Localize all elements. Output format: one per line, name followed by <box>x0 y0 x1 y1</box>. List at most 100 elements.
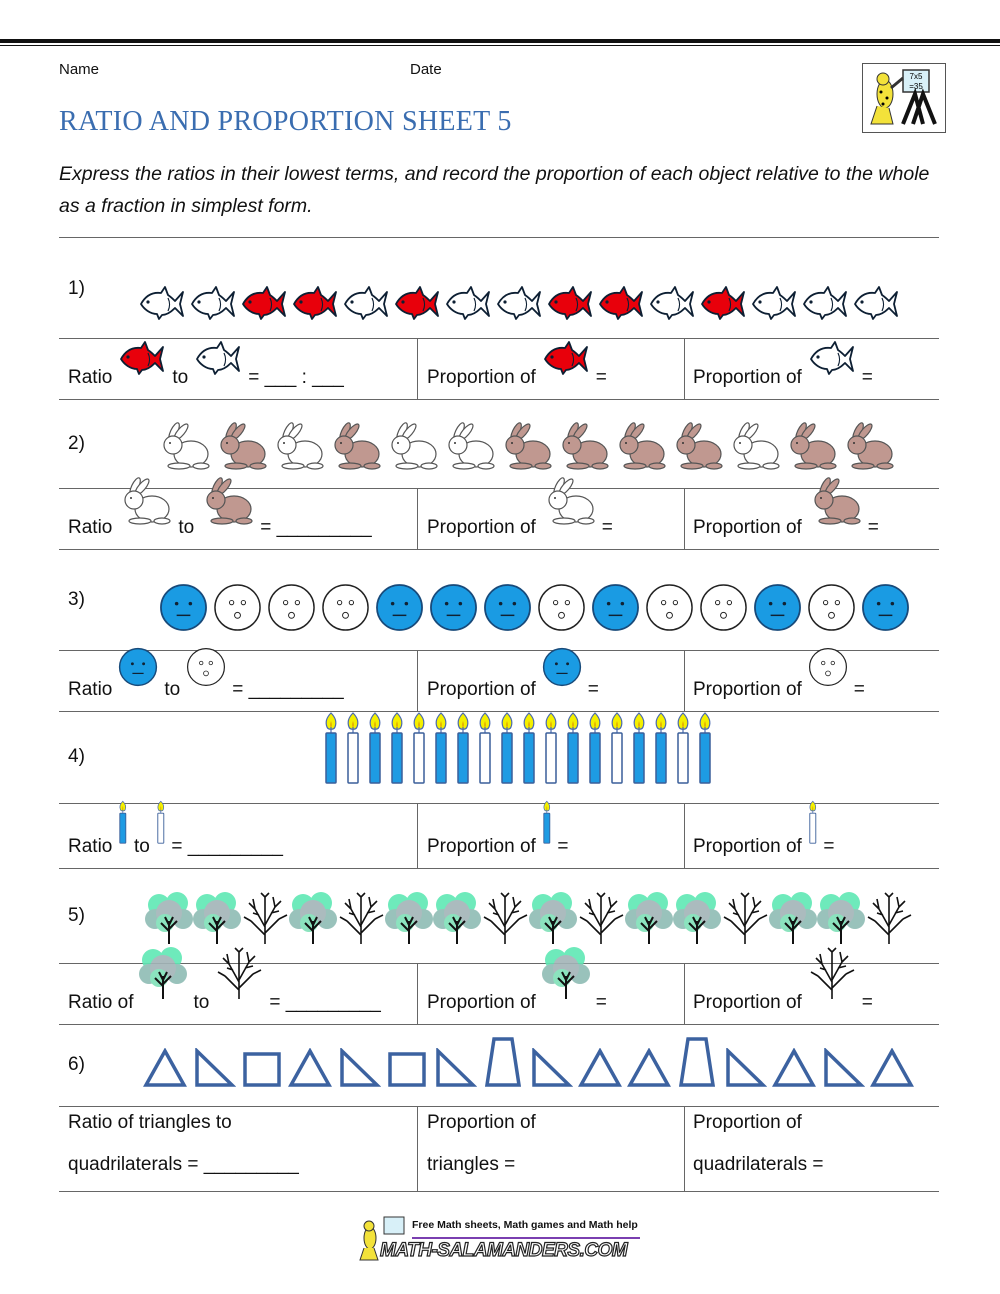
footer-tagline: Free Math sheets, Math games and Math he… <box>412 1219 638 1231</box>
equals-answer[interactable]: = <box>587 679 599 700</box>
column-divider <box>417 803 418 868</box>
white-rabbit-icon <box>442 422 496 470</box>
bare-tree-icon <box>241 891 289 945</box>
object-row <box>145 868 913 945</box>
green-tree-icon <box>433 891 481 945</box>
ratio-cell: Ratio of to = _________ <box>68 947 413 1014</box>
proportion-cell-2: Proportion of = <box>693 338 938 389</box>
white-fish-icon <box>808 341 856 381</box>
brown-rabbit-icon <box>808 477 862 531</box>
white-face-icon <box>321 583 370 632</box>
ratio-answer-blank[interactable]: = _________ <box>232 679 344 700</box>
ratio-answer-blank[interactable]: = _________ <box>260 517 372 538</box>
svg-text:7x5: 7x5 <box>910 72 923 81</box>
proportion-cell-2: Proportion of = <box>693 477 938 539</box>
blue-candle-icon <box>118 800 128 850</box>
white-face-icon <box>808 647 848 693</box>
white-face-icon <box>537 583 586 632</box>
red-fish-icon <box>699 286 747 320</box>
equals-answer[interactable]: = <box>853 679 865 700</box>
question-number: 3) <box>68 588 85 610</box>
bare-tree-icon <box>337 891 385 945</box>
white-rabbit-icon <box>727 422 781 470</box>
divider <box>59 650 939 651</box>
green-tree-icon <box>289 891 337 945</box>
green-tree-icon <box>673 891 721 945</box>
white-face-icon <box>213 583 262 632</box>
proportion-triangles-line2[interactable]: triangles = <box>427 1154 516 1175</box>
equals-answer[interactable]: = <box>601 517 613 538</box>
blue-face-icon <box>591 583 640 632</box>
ratio-answer-blank[interactable]: = _________ <box>269 992 381 1013</box>
white-face-icon <box>807 583 856 632</box>
ratio-answer-blank[interactable]: = ___ : ___ <box>248 367 344 388</box>
svg-text:=35: =35 <box>909 82 923 91</box>
equals-answer[interactable]: = <box>861 992 873 1013</box>
proportion-cell-2: Proportion of = <box>693 647 938 701</box>
equals-answer[interactable]: = <box>823 836 835 857</box>
triangle-icon <box>772 1047 816 1088</box>
to-label: to <box>178 517 195 538</box>
divider <box>59 1106 939 1107</box>
blue-face-icon <box>118 647 158 693</box>
white-rabbit-icon <box>542 477 596 531</box>
bare-tree-icon <box>215 946 263 1006</box>
column-divider <box>684 338 685 399</box>
proportion-cell-1: Proportion of = <box>427 947 677 1014</box>
divider <box>59 399 939 400</box>
bare-tree-icon <box>721 891 769 945</box>
proportion-triangles-line1: Proportion of <box>427 1112 536 1133</box>
date-label: Date <box>410 61 442 78</box>
object-row <box>323 711 713 785</box>
ratio-label: Ratio <box>68 517 113 538</box>
column-divider <box>417 488 418 549</box>
ratio-cell-line2[interactable]: quadrilaterals = _________ <box>68 1154 299 1175</box>
trapezoid-icon <box>676 1036 718 1088</box>
brown-rabbit-icon <box>784 422 838 470</box>
green-tree-icon <box>145 891 193 945</box>
proportion-label: Proportion of <box>693 836 802 857</box>
red-fish-icon <box>291 286 339 320</box>
green-tree-icon <box>193 891 241 945</box>
object-row <box>159 549 910 632</box>
question-number: 1) <box>68 278 85 299</box>
equals-answer[interactable]: = <box>595 992 607 1013</box>
divider <box>59 868 939 869</box>
right-triangle-icon <box>529 1046 574 1088</box>
blue-candle-icon <box>587 711 603 785</box>
proportion-label: Proportion of <box>693 367 802 388</box>
equals-answer[interactable]: = <box>557 836 569 857</box>
question-number: 5) <box>68 904 85 926</box>
footer-logo: Free Math sheets, Math games and Math he… <box>356 1214 646 1264</box>
bare-tree-icon <box>865 891 913 945</box>
blue-candle-icon <box>542 800 552 850</box>
blue-candle-icon <box>455 711 471 785</box>
top-rule-thin <box>0 45 1000 46</box>
ratio-answer-blank[interactable]: = _________ <box>171 836 283 857</box>
column-divider <box>684 803 685 868</box>
equals-answer[interactable]: = <box>861 367 873 388</box>
white-face-icon <box>699 583 748 632</box>
white-candle-icon <box>609 711 625 785</box>
ratio-label: Ratio of <box>68 992 134 1013</box>
white-face-icon <box>267 583 316 632</box>
triangle-icon <box>143 1047 187 1088</box>
red-fish-icon <box>393 286 441 320</box>
white-fish-icon <box>648 286 696 320</box>
divider <box>59 338 939 339</box>
equals-answer[interactable]: = <box>867 517 879 538</box>
right-triangle-icon <box>337 1046 382 1088</box>
white-fish-icon <box>750 286 798 320</box>
divider <box>59 237 939 238</box>
white-fish-icon <box>138 286 186 320</box>
green-tree-icon <box>625 891 673 945</box>
proportion-cell-2: Proportion of = <box>693 947 938 1014</box>
blue-face-icon <box>375 583 424 632</box>
blue-candle-icon <box>697 711 713 785</box>
ratio-label: Ratio <box>68 679 113 700</box>
equals-answer[interactable]: = <box>595 367 607 388</box>
proportion-quadrilaterals-line2[interactable]: quadrilaterals = <box>693 1154 824 1175</box>
right-triangle-icon <box>433 1046 478 1088</box>
blue-candle-icon <box>367 711 383 785</box>
triangle-icon <box>870 1047 914 1088</box>
